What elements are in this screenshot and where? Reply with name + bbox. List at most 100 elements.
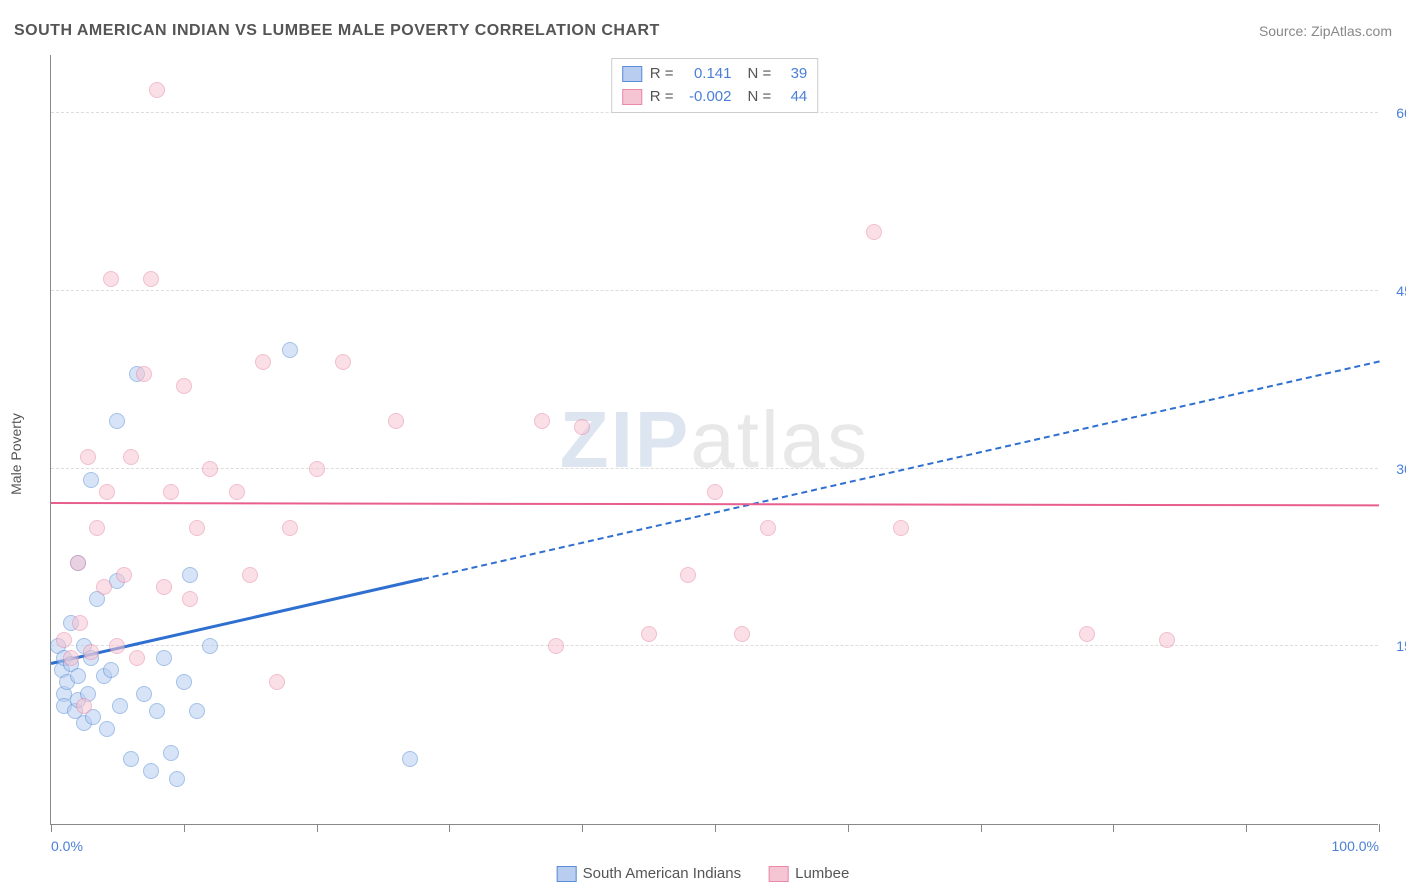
n-value: 44 [779, 86, 807, 109]
scatter-point [156, 650, 172, 666]
scatter-point [70, 668, 86, 684]
watermark-zip: ZIP [560, 395, 690, 484]
scatter-point [112, 698, 128, 714]
scatter-point [63, 650, 79, 666]
x-tick [317, 824, 318, 832]
scatter-point [123, 449, 139, 465]
source-name: ZipAtlas.com [1311, 23, 1392, 39]
scatter-point [202, 638, 218, 654]
x-tick [449, 824, 450, 832]
scatter-point [202, 461, 218, 477]
x-tick-label: 100.0% [1332, 838, 1379, 854]
scatter-point [176, 674, 192, 690]
scatter-point [99, 721, 115, 737]
scatter-point [255, 354, 271, 370]
gridline-h [51, 645, 1378, 646]
scatter-point [103, 271, 119, 287]
n-label: N = [748, 86, 772, 109]
stats-legend-row: R =0.141N =39 [622, 63, 808, 86]
x-tick [582, 824, 583, 832]
gridline-h [51, 468, 1378, 469]
scatter-point [182, 567, 198, 583]
scatter-point [734, 626, 750, 642]
x-tick [184, 824, 185, 832]
scatter-point [189, 520, 205, 536]
r-label: R = [650, 86, 674, 109]
scatter-point [388, 413, 404, 429]
scatter-point [109, 413, 125, 429]
scatter-point [143, 763, 159, 779]
scatter-point [1159, 632, 1175, 648]
x-tick-label: 0.0% [51, 838, 83, 854]
scatter-point [893, 520, 909, 536]
scatter-point [1079, 626, 1095, 642]
scatter-point [534, 413, 550, 429]
scatter-point [169, 771, 185, 787]
x-tick [848, 824, 849, 832]
chart-header: SOUTH AMERICAN INDIAN VS LUMBEE MALE POV… [14, 22, 1392, 40]
scatter-point [156, 579, 172, 595]
legend-swatch [769, 866, 789, 882]
legend-label: South American Indians [583, 865, 741, 882]
legend-swatch [622, 89, 642, 105]
scatter-point [76, 698, 92, 714]
scatter-point [116, 567, 132, 583]
scatter-point [149, 703, 165, 719]
source-attribution: Source: ZipAtlas.com [1259, 23, 1392, 39]
scatter-point [269, 674, 285, 690]
scatter-point [72, 615, 88, 631]
r-label: R = [650, 63, 674, 86]
scatter-plot-area: ZIPatlas 15.0%30.0%45.0%60.0%0.0%100.0%R… [50, 55, 1378, 825]
scatter-point [182, 591, 198, 607]
scatter-point [163, 745, 179, 761]
watermark: ZIPatlas [560, 394, 869, 486]
scatter-point [189, 703, 205, 719]
bottom-legend-item: South American Indians [557, 865, 741, 882]
y-axis-title: Male Poverty [8, 413, 24, 495]
scatter-point [163, 484, 179, 500]
y-tick-label: 15.0% [1384, 638, 1406, 654]
scatter-point [96, 579, 112, 595]
r-value: -0.002 [682, 86, 732, 109]
scatter-point [89, 520, 105, 536]
trend-line [51, 502, 1379, 506]
bottom-legend-item: Lumbee [769, 865, 849, 882]
scatter-point [707, 484, 723, 500]
x-tick [715, 824, 716, 832]
scatter-point [242, 567, 258, 583]
scatter-point [402, 751, 418, 767]
gridline-h [51, 290, 1378, 291]
watermark-atlas: atlas [690, 395, 869, 484]
x-tick [51, 824, 52, 832]
scatter-point [760, 520, 776, 536]
scatter-point [136, 686, 152, 702]
scatter-point [56, 632, 72, 648]
scatter-point [282, 520, 298, 536]
scatter-point [83, 472, 99, 488]
x-tick [1113, 824, 1114, 832]
legend-swatch [557, 866, 577, 882]
scatter-point [99, 484, 115, 500]
bottom-legend: South American Indians Lumbee [557, 865, 850, 882]
y-tick-label: 60.0% [1384, 105, 1406, 121]
scatter-point [103, 662, 119, 678]
scatter-point [123, 751, 139, 767]
scatter-point [70, 555, 86, 571]
legend-swatch [622, 66, 642, 82]
y-tick-label: 45.0% [1384, 283, 1406, 299]
x-tick [981, 824, 982, 832]
scatter-point [80, 449, 96, 465]
scatter-point [83, 644, 99, 660]
scatter-point [641, 626, 657, 642]
scatter-point [574, 419, 590, 435]
scatter-point [680, 567, 696, 583]
stats-legend: R =0.141N =39R = -0.002 N = 44 [611, 58, 819, 113]
n-value: 39 [779, 63, 807, 86]
source-label: Source: [1259, 23, 1307, 39]
chart-title: SOUTH AMERICAN INDIAN VS LUMBEE MALE POV… [14, 22, 660, 40]
scatter-point [143, 271, 159, 287]
scatter-point [129, 650, 145, 666]
scatter-point [109, 638, 125, 654]
x-tick [1246, 824, 1247, 832]
scatter-point [335, 354, 351, 370]
